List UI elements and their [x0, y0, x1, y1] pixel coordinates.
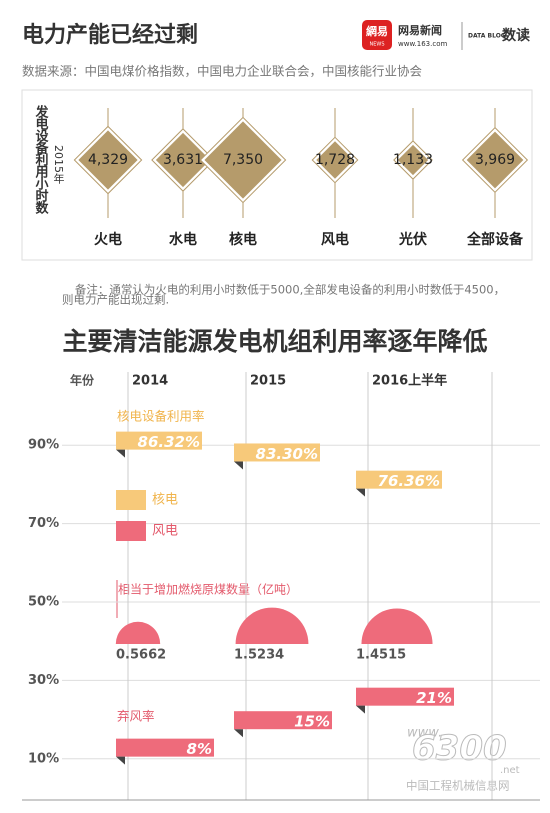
- fold: [356, 705, 365, 714]
- coal-semicircle: [235, 607, 309, 644]
- category-label: 核电: [229, 231, 257, 248]
- x-tick-label: 2016上半年: [372, 373, 447, 389]
- y-tick-label: 10%: [28, 751, 59, 766]
- coal-semicircle: [361, 608, 433, 644]
- fold: [116, 756, 125, 765]
- legend-swatch: [116, 521, 146, 541]
- watermark-logo: 6300: [412, 729, 507, 769]
- bar-label: 21%: [416, 689, 452, 707]
- bar-label: 83.30%: [256, 445, 318, 463]
- watermark-suffix: .net: [500, 765, 520, 776]
- value-label: 1,133: [393, 152, 433, 168]
- axis-label: 发电设备利用小时数: [33, 104, 50, 215]
- note: 备注：通常认为火电的利用小时数低于5000,全部发电设备的利用小时数低于4500…: [75, 283, 505, 297]
- value-label: 3,631: [163, 152, 203, 168]
- fold: [234, 461, 243, 470]
- bar: [116, 738, 214, 757]
- legend-label: 风电: [152, 524, 178, 539]
- coal-semicircle: [115, 621, 161, 644]
- series-label: 弃风率: [117, 709, 155, 724]
- diamond: [78, 130, 138, 190]
- series-label: 核电设备利用率: [117, 409, 205, 424]
- bar-label: 86.32%: [138, 433, 200, 451]
- legend-label: 核电: [152, 493, 178, 508]
- category-label: 火电: [94, 231, 122, 248]
- value-label: 4,329: [88, 152, 128, 168]
- logo-box: [362, 20, 392, 50]
- coal-label: 相当于增加燃烧原煤数量（亿吨）: [118, 582, 298, 597]
- fold: [234, 729, 243, 738]
- fold: [116, 449, 125, 458]
- bar: [234, 711, 332, 730]
- x-label: 年份: [70, 373, 95, 388]
- value-label: 1,728: [315, 152, 355, 168]
- diamond: [316, 141, 354, 179]
- coal-label: 0.5662: [116, 648, 166, 663]
- year-label: 2015年: [52, 145, 65, 184]
- logo-sub: NEWS: [369, 42, 384, 48]
- note: 则电力产能出现过剩.: [62, 293, 169, 307]
- watermark-prefix: www.: [407, 726, 442, 741]
- legend-swatch: [116, 490, 146, 510]
- title: 电力产能已经过剩: [22, 22, 198, 48]
- logo: 網易: [366, 24, 388, 38]
- diamond: [397, 144, 429, 176]
- x-tick-label: 2014: [132, 374, 168, 389]
- badge: DATA BLOG: [468, 33, 506, 40]
- panel: [21, 89, 533, 261]
- diamond: [204, 121, 282, 199]
- bar: [116, 431, 202, 450]
- y-tick-label: 30%: [28, 673, 59, 688]
- watermark-site: 中国工程机械信息网: [406, 779, 510, 793]
- category-label: 全部设备: [466, 231, 524, 248]
- bar-label: 8%: [187, 740, 212, 758]
- brand: 网易新闻: [398, 23, 442, 37]
- value-label: 7,350: [223, 152, 263, 168]
- bar: [356, 687, 454, 706]
- x-tick-label: 2015: [250, 374, 286, 389]
- fold: [356, 488, 365, 497]
- diamond: [155, 132, 211, 188]
- chart2-title: 主要清洁能源发电机组利用率逐年降低: [62, 327, 487, 356]
- brand-url: www.163.com: [398, 40, 447, 48]
- coal-label: 1.4515: [356, 648, 406, 663]
- bar-label: 76.36%: [378, 472, 440, 490]
- value-label: 3,969: [475, 152, 515, 168]
- category-label: 风电: [321, 231, 349, 248]
- badge-text: 数读: [502, 27, 530, 44]
- bar: [234, 443, 320, 462]
- coal-label: 1.5234: [234, 648, 284, 663]
- y-tick-label: 50%: [28, 595, 59, 610]
- bar: [356, 470, 442, 489]
- y-tick-label: 70%: [28, 516, 59, 531]
- category-label: 水电: [169, 231, 197, 248]
- source: 数据来源：中国电煤价格指数，中国电力企业联合会，中国核能行业协会: [22, 64, 423, 79]
- category-label: 光伏: [398, 231, 427, 248]
- bar-label: 15%: [294, 713, 330, 731]
- y-tick-label: 90%: [28, 438, 59, 453]
- diamond: [466, 131, 524, 189]
